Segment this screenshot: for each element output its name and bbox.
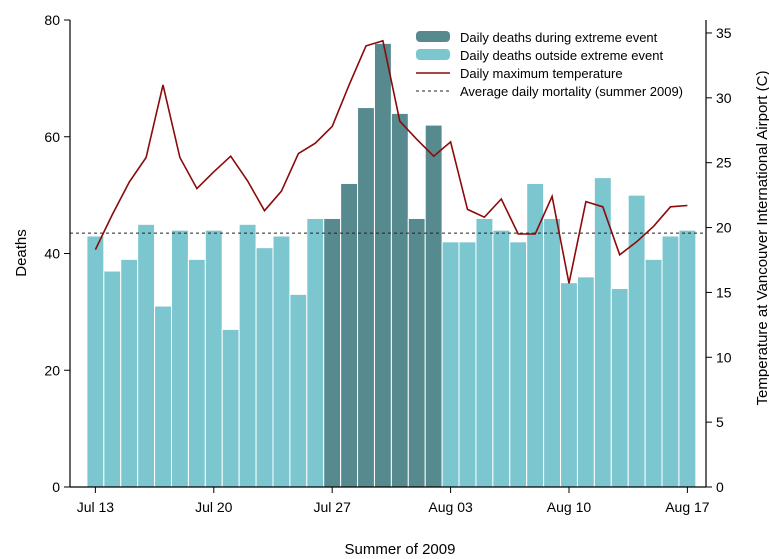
- bar-extreme-event: [373, 42, 392, 488]
- bar-normal: [289, 293, 308, 488]
- x-axis-title: Summer of 2009: [345, 541, 456, 558]
- bar-normal: [560, 282, 578, 488]
- x-tick-label: Jul 13: [77, 499, 115, 515]
- bar-extreme-event: [323, 217, 342, 488]
- bar-normal: [120, 258, 139, 488]
- bar-normal: [526, 182, 545, 488]
- bar-normal: [204, 229, 223, 488]
- bar-normal: [187, 258, 206, 488]
- bar-normal: [306, 217, 325, 488]
- bar-normal: [678, 229, 697, 488]
- y2-tick-label: 5: [716, 414, 724, 430]
- bar-normal: [661, 235, 680, 488]
- bar-normal: [170, 229, 189, 488]
- bar-normal: [627, 194, 646, 488]
- y-tick-label: 40: [44, 246, 60, 262]
- y2-tick-label: 20: [716, 220, 732, 236]
- bar-normal: [644, 258, 663, 488]
- bar-extreme-event: [424, 124, 443, 488]
- y-tick-label: 80: [44, 12, 60, 28]
- bar-normal: [238, 223, 257, 488]
- x-tick-label: Aug 10: [547, 499, 592, 515]
- legend-swatch-bar: [416, 49, 450, 60]
- legend-label: Average daily mortality (summer 2009): [460, 84, 683, 99]
- y-tick-label: 0: [52, 479, 60, 495]
- bars-layer: [86, 42, 697, 488]
- legend-label: Daily deaths during extreme event: [460, 30, 658, 45]
- legend: Daily deaths during extreme event Daily d…: [416, 30, 683, 99]
- bar-extreme-event: [357, 107, 375, 488]
- x-tick-label: Jul 27: [314, 499, 352, 515]
- legend-swatch-bar: [416, 31, 450, 42]
- y-tick-label: 60: [44, 129, 60, 145]
- bar-extreme-event: [407, 217, 426, 488]
- bar-normal: [509, 241, 528, 488]
- bar-normal: [255, 247, 274, 488]
- y2-tick-label: 25: [716, 155, 732, 171]
- bar-normal: [475, 217, 494, 488]
- y2-tick-label: 35: [716, 25, 732, 41]
- bar-normal: [137, 223, 156, 488]
- bar-normal: [221, 328, 240, 488]
- x-tick-label: Aug 17: [665, 499, 710, 515]
- y-axis-title: Deaths: [13, 229, 30, 277]
- axes-layer: 0 20 40 60 80 0 5 10 15 20 25 30 35 Jul 13 Jul 20 Jul 2…: [44, 12, 731, 515]
- bar-extreme-event: [340, 182, 359, 488]
- x-tick-label: Aug 03: [428, 499, 473, 515]
- y2-tick-label: 15: [716, 284, 732, 300]
- temperature-line: [94, 39, 688, 284]
- bar-extreme-event: [390, 112, 409, 488]
- bar-normal: [272, 235, 291, 488]
- y2-tick-label: 30: [716, 90, 732, 106]
- bar-normal: [543, 217, 562, 488]
- y-tick-label: 20: [44, 362, 60, 378]
- legend-label: Daily maximum temperature: [460, 66, 623, 81]
- bar-normal: [441, 241, 460, 488]
- bar-normal: [492, 229, 511, 488]
- y2-axis-title: Temperature at Vancouver International A…: [754, 71, 769, 406]
- y2-tick-label: 0: [716, 479, 724, 495]
- legend-label: Daily deaths outside extreme event: [460, 48, 663, 63]
- bar-normal: [154, 305, 172, 488]
- x-tick-label: Jul 20: [195, 499, 233, 515]
- bar-normal: [86, 235, 105, 488]
- bar-normal: [458, 241, 477, 488]
- bar-normal: [610, 288, 629, 488]
- y2-tick-label: 10: [716, 349, 732, 365]
- bar-normal: [103, 270, 122, 488]
- bar-normal: [576, 276, 595, 488]
